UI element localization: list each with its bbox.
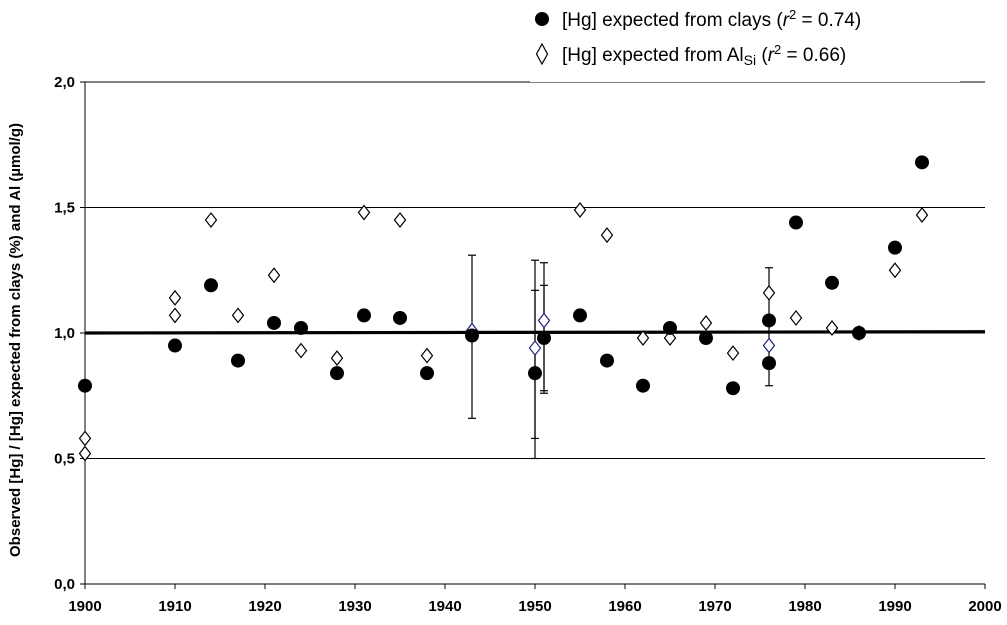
x-tick-label: 1990 [878,598,911,615]
y-tick-label: 2,0 [54,74,75,91]
data-point-circle [600,353,614,368]
data-point-diamond [762,284,776,301]
data-point-circle [699,331,713,346]
data-point-circle [294,320,308,335]
reference-line [84,330,986,335]
x-tick-label: 2000 [968,598,1001,615]
data-point-diamond [600,227,614,244]
data-point-circle [393,310,407,325]
x-tick-label: 1930 [338,598,371,615]
data-point-circle [636,378,650,393]
legend-entry-clays: [Hg] expected from clays (r2 = 0.74) [562,7,861,31]
data-point-circle [204,278,218,293]
legend-entry-alsi: [Hg] expected from AlSi (r2 = 0.66) [562,42,846,68]
data-point-diamond [204,212,218,229]
data-point-diamond [78,430,92,447]
legend-diamond-marker [535,42,549,66]
data-point-circle [465,328,479,343]
data-point-diamond [420,347,434,364]
data-point-diamond [168,307,182,324]
data-point-circle [168,338,182,353]
x-tick-label: 1960 [608,598,641,615]
data-point-diamond [789,309,803,326]
y-axis-label: Observed [Hg] / [Hg] expected from clays… [7,123,24,557]
x-tick-label: 1970 [698,598,731,615]
data-point-diamond [393,212,407,229]
data-point-diamond [231,307,245,324]
data-point-circle [573,308,587,323]
data-point-circle [726,381,740,396]
x-tick-label: 1950 [518,598,551,615]
x-tick-label: 1980 [788,598,821,615]
data-point-circle [420,366,434,381]
series-diamonds [78,202,929,462]
plot-axes [80,81,986,589]
data-point-circle [852,326,866,340]
legend: [Hg] expected from clays (r2 = 0.74) [Hg… [530,0,960,82]
data-point-circle [357,308,371,323]
data-point-circle [762,356,776,371]
data-point-circle [789,215,803,230]
data-point-diamond [888,262,902,279]
y-tick-label: 1,5 [54,200,75,217]
data-point-circle [330,366,344,381]
legend-circle-marker [535,12,549,26]
data-point-circle [267,315,281,330]
x-tick-labels: 1900 1910 1920 1930 1940 1950 1960 1970 1980 1990… [68,598,1001,615]
data-point-circle [915,155,929,170]
x-tick-label: 1940 [428,598,461,615]
x-tick-label: 1910 [158,598,191,615]
data-point-diamond [825,320,839,336]
y-tick-label: 0,5 [54,451,75,468]
y-tick-label: 0,0 [54,576,75,593]
legend-background [530,0,960,82]
error-bars [468,254,773,460]
data-point-diamond [726,345,740,362]
data-point-diamond [699,314,713,331]
data-point-diamond [78,445,92,462]
data-point-diamond [663,330,677,346]
data-point-diamond [762,337,776,354]
data-point-circle [528,366,542,381]
data-point-circle [762,313,776,328]
x-tick-label: 1900 [68,598,101,615]
data-point-diamond [573,202,587,218]
y-tick-label: 1,0 [54,325,75,342]
y-tick-labels: 0,0 0,5 1,0 1,5 2,0 [54,74,75,593]
data-point-diamond [636,330,650,346]
data-point-circle [537,331,551,346]
data-point-diamond [330,350,344,367]
data-point-circle [231,353,245,368]
data-point-circle [78,378,92,393]
data-point-diamond [915,207,929,224]
data-point-circle [663,320,677,335]
data-point-circle [825,275,839,290]
series-circles [78,155,929,396]
x-tick-label: 1920 [248,598,281,615]
data-point-circle [888,240,902,255]
data-point-diamond [168,289,182,306]
data-point-diamond [294,342,308,359]
data-point-diamond [537,312,551,329]
data-point-diamond [267,267,281,284]
data-point-diamond [357,204,371,221]
data-point-diamond [528,340,542,357]
